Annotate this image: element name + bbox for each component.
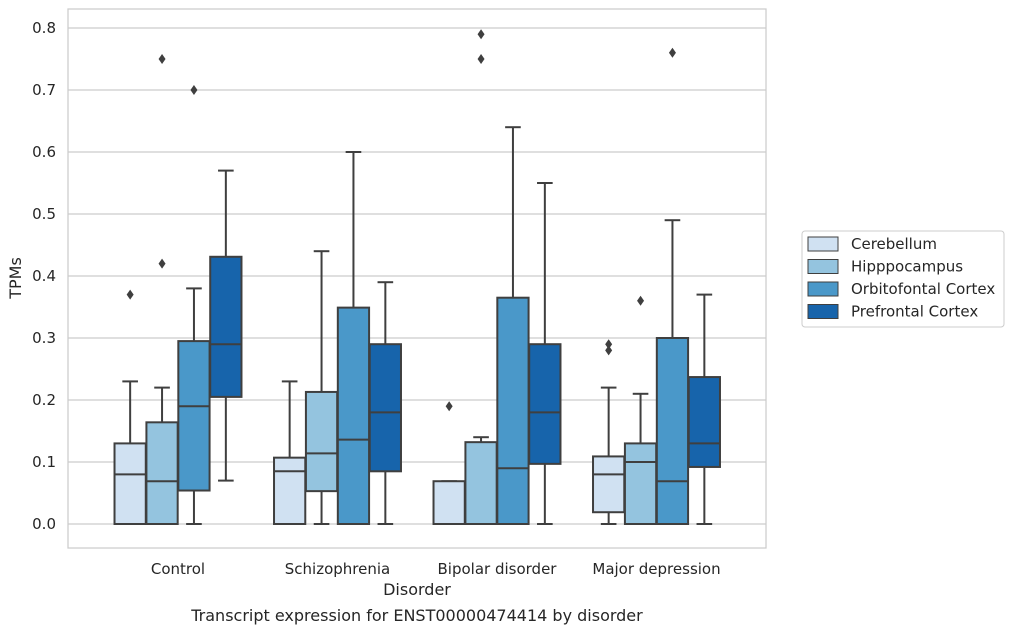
- y-tick-label: 0.5: [32, 205, 56, 223]
- legend-label: Cerebellum: [851, 235, 937, 253]
- outlier-point: [158, 54, 166, 64]
- outlier-point: [477, 29, 485, 40]
- box: [336, 306, 371, 525]
- legend-swatch: [807, 236, 839, 252]
- plot-frame: [67, 8, 767, 549]
- legend-frame: [801, 230, 1005, 328]
- box: [687, 376, 721, 468]
- x-tick-label: Control: [151, 560, 205, 578]
- x-tick-label: Major depression: [592, 560, 720, 578]
- box: [464, 441, 498, 525]
- outlier-point: [126, 289, 134, 300]
- x-tick-labels: Control Schizophrenia Bipolar disorder Majo…: [151, 560, 721, 578]
- legend-label: Prefrontal Cortex: [851, 303, 978, 321]
- box: [209, 255, 243, 398]
- legend-swatch: [807, 304, 839, 319]
- box: [304, 390, 339, 493]
- y-tick-label: 0.2: [32, 391, 56, 409]
- y-tick-label: 0.6: [32, 143, 56, 161]
- y-tick-label: 0.7: [32, 81, 56, 99]
- box: [432, 480, 466, 525]
- box: [145, 421, 179, 526]
- legend-swatch: [807, 281, 839, 297]
- box: [592, 455, 626, 514]
- outlier-point: [605, 339, 613, 350]
- y-tick-label: 0.8: [32, 19, 56, 37]
- outlier-point: [158, 258, 166, 269]
- y-tick-label: 0.1: [32, 453, 56, 471]
- y-tick-label: 0.4: [32, 267, 56, 285]
- outlier-point: [668, 47, 676, 58]
- box-group: [273, 151, 402, 525]
- box: [113, 442, 147, 525]
- box: [655, 337, 690, 525]
- y-axis-label: TPMs: [6, 257, 25, 300]
- outlier-point: [445, 401, 453, 412]
- box: [177, 340, 211, 492]
- box-groups: [113, 29, 721, 526]
- legend-label: Orbitofontal Cortex: [851, 280, 995, 298]
- legend-swatch: [807, 259, 839, 274]
- outlier-point: [477, 54, 485, 64]
- box: [623, 442, 658, 525]
- box: [528, 343, 562, 465]
- outlier-point: [190, 85, 198, 95]
- box: [496, 296, 530, 526]
- box-group: [432, 29, 562, 526]
- box-group: [113, 54, 243, 526]
- box: [368, 343, 402, 473]
- y-tick-label: 0.3: [32, 329, 56, 347]
- box: [273, 456, 307, 525]
- y-tick-labels: 0.0 0.1 0.2 0.3 0.4 0.5 0.6 0.7 0.8: [32, 19, 56, 533]
- x-tick-label: Bipolar disorder: [438, 560, 558, 578]
- outlier-point: [605, 345, 613, 356]
- legend-label: Hipppocampus: [851, 258, 963, 276]
- y-tick-label: 0.0: [32, 515, 56, 533]
- outlier-point: [637, 295, 645, 306]
- box-group: [592, 47, 721, 525]
- x-tick-label: Schizophrenia: [285, 560, 390, 578]
- figure-caption: Transcript expression for ENST0000047441…: [191, 606, 643, 625]
- legend: Cerebellum Hipppocampus Orbitofontal Corte…: [801, 230, 1005, 328]
- x-axis-label: Disorder: [383, 580, 451, 599]
